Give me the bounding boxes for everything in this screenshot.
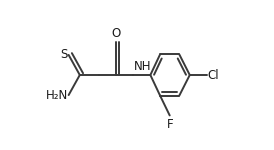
Text: NH: NH (134, 60, 151, 73)
Text: H₂N: H₂N (46, 88, 68, 102)
Text: Cl: Cl (208, 69, 219, 81)
Text: S: S (61, 48, 68, 62)
Text: O: O (112, 27, 121, 40)
Text: F: F (166, 118, 173, 131)
